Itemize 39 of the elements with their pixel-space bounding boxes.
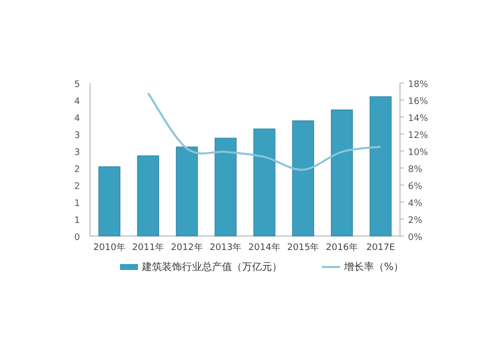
- y2-tick-label: 0%: [408, 233, 423, 243]
- y-tick-label: 3: [74, 131, 80, 141]
- y-tick-label: 2: [74, 165, 80, 175]
- y-tick-label: 0: [74, 233, 80, 243]
- x-tick-label: 2017E: [366, 243, 396, 253]
- bar: [292, 120, 314, 236]
- y2-tick-label: 10%: [408, 148, 428, 158]
- y-tick-label: 2: [74, 182, 80, 192]
- y2-tick-label: 14%: [408, 114, 428, 124]
- legend-label: 增长率（%）: [343, 261, 404, 273]
- bar: [98, 166, 120, 236]
- bar: [370, 96, 392, 236]
- x-tick-label: 2012年: [170, 242, 203, 253]
- y-tick-label: 1: [74, 199, 80, 209]
- x-tick-label: 2016年: [326, 242, 358, 253]
- bar: [214, 138, 237, 236]
- y2-tick-label: 18%: [408, 80, 428, 90]
- bar: [330, 110, 353, 236]
- y2-tick-label: 2%: [408, 216, 423, 226]
- y2-tick-label: 16%: [408, 97, 428, 107]
- y-tick-label: 5: [74, 80, 80, 90]
- x-tick-label: 2010年: [93, 242, 126, 253]
- legend-label: 建筑装饰行业总产值（万亿元）: [141, 261, 282, 273]
- x-tick-label: 2011年: [132, 242, 164, 253]
- x-tick-label: 2015年: [287, 242, 320, 253]
- bar: [253, 128, 276, 236]
- bar: [176, 146, 198, 236]
- x-tick-label: 2013年: [210, 242, 242, 253]
- y-tick-label: 3: [74, 148, 80, 158]
- y2-tick-label: 4%: [408, 199, 423, 209]
- y-tick-label: 4: [74, 114, 80, 124]
- y2-tick-label: 8%: [408, 165, 423, 175]
- bar: [137, 155, 160, 236]
- y-tick-label: 4: [74, 97, 80, 107]
- y2-tick-label: 12%: [408, 131, 428, 141]
- x-tick-label: 2014年: [248, 242, 280, 253]
- line-series: [147, 92, 382, 171]
- y2-tick-label: 6%: [408, 182, 423, 192]
- y-tick-label: 1: [74, 216, 80, 226]
